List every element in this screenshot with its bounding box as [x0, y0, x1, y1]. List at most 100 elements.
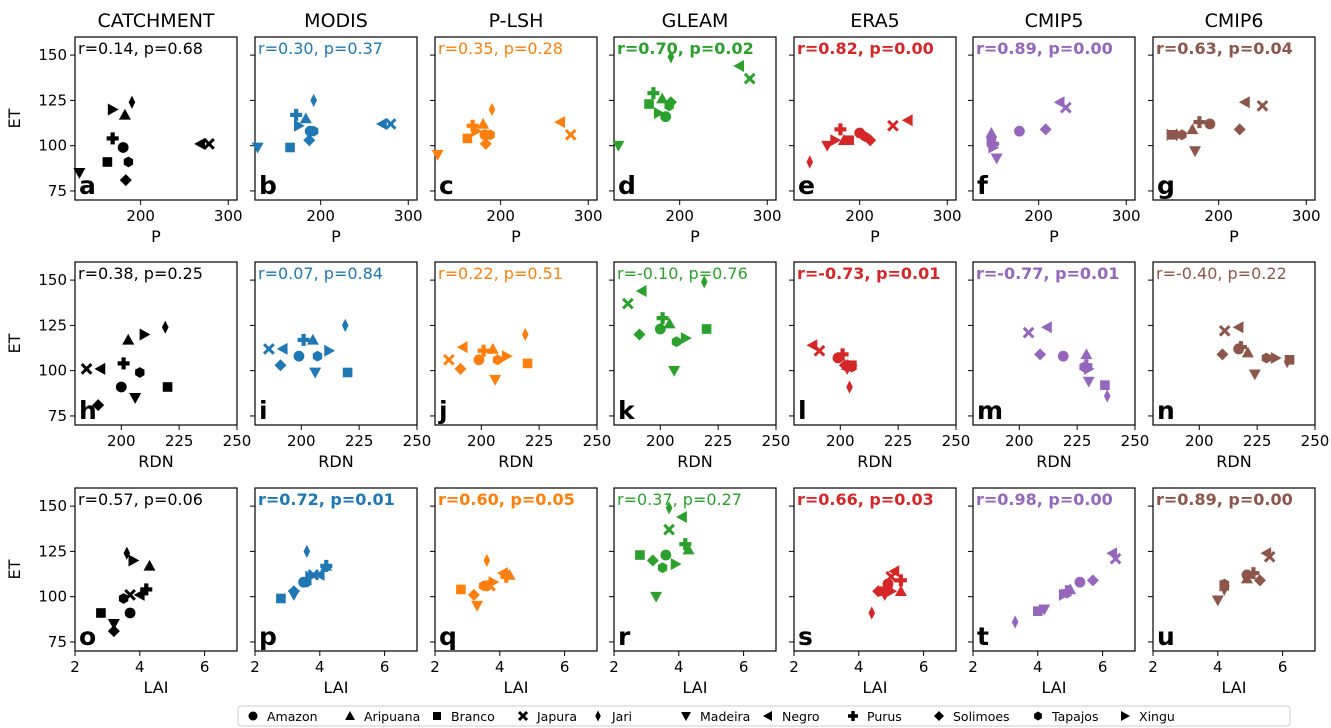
panel-k: 200 225 250 RDN r=-0.10, p=0.76 k	[609, 261, 791, 471]
panel-frame	[972, 36, 1136, 201]
panel-b: 200 300 Pr=0.30, p=0.37 b	[250, 36, 423, 246]
x-tick-label: 200	[467, 432, 496, 450]
point-solimoes	[1216, 348, 1229, 361]
point-purus	[140, 583, 153, 596]
point-negro	[276, 342, 288, 355]
panel-c: 200 300 Pr=0.35, p=0.28 c	[430, 36, 603, 246]
point-branco	[342, 367, 353, 378]
point-purus	[106, 132, 119, 145]
x-tick-label: 4	[495, 658, 505, 676]
diamond-icon	[934, 711, 944, 721]
point-negro	[1053, 96, 1065, 109]
panel-letter: p	[259, 622, 277, 651]
y-tick-label: 150	[38, 271, 67, 289]
point-xingu	[886, 585, 898, 598]
y-tick-label: 150	[38, 46, 67, 64]
x-axis-label: RDN	[138, 452, 173, 471]
stat-label: r=0.22, p=0.51	[438, 264, 563, 283]
panel-letter: s	[798, 622, 813, 651]
panel-letter: h	[79, 396, 97, 425]
x-tick-label: 250	[403, 432, 432, 450]
x-tick-label: 2	[968, 658, 978, 676]
x-tick-label: 250	[1301, 432, 1330, 450]
triangle-up-icon	[345, 711, 355, 720]
point-japura	[443, 353, 455, 366]
x-axis-label: RDN	[498, 452, 533, 471]
point-jari	[310, 93, 317, 107]
panel-letter: f	[977, 171, 989, 200]
x-tick-label: 250	[942, 432, 971, 450]
panel-frame	[254, 261, 418, 426]
thin-diamond-icon	[595, 710, 601, 722]
stat-label: r=0.66, p=0.03	[797, 490, 934, 509]
point-negro	[676, 510, 687, 523]
point-tapajos	[118, 593, 129, 604]
panel-frame	[613, 487, 777, 652]
x-tick-label: 4	[1033, 658, 1043, 676]
y-tick-label: 100	[38, 588, 67, 606]
point-solimoes	[1034, 348, 1047, 361]
column-title-catchment: CATCHMENT	[97, 10, 214, 32]
x-axis-label: P	[511, 227, 521, 246]
point-jari	[341, 318, 349, 332]
point-madeira	[471, 600, 484, 612]
point-tapajos	[135, 367, 145, 378]
x-tick-label: 6	[1098, 658, 1108, 676]
legend-item-tapajos: Tapajos	[1034, 709, 1098, 724]
point-amazon	[117, 142, 129, 153]
point-solimoes	[1253, 574, 1266, 587]
point-solimoes	[1039, 123, 1052, 136]
panel-e: 200 300 Pr=0.82, p=0.00 e	[789, 36, 962, 246]
point-japura	[887, 119, 899, 132]
point-xingu	[471, 125, 483, 138]
point-negro	[554, 116, 566, 129]
panel-f: 200 300 Pr=0.89, p=0.00 f	[968, 36, 1141, 246]
x-tick-label: 250	[762, 432, 791, 450]
point-jari	[665, 501, 673, 515]
point-purus	[297, 333, 310, 346]
legend-item-purus: Purus	[848, 709, 902, 724]
y-tick-label: 75	[48, 407, 67, 425]
point-japura	[663, 523, 675, 536]
point-negro	[194, 137, 206, 150]
triangle-down-icon	[681, 712, 691, 721]
panel-frame	[254, 36, 418, 201]
y-tick-label: 75	[48, 182, 67, 200]
x-tick-label: 225	[345, 432, 374, 450]
stat-label: r=0.98, p=0.00	[976, 490, 1113, 509]
point-xingu	[1058, 588, 1070, 601]
point-madeira	[1038, 604, 1051, 616]
x-tick-label: 2	[1148, 658, 1158, 676]
point-jari	[1103, 389, 1111, 403]
point-xingu	[488, 576, 500, 589]
point-madeira	[431, 149, 444, 161]
x-axis-label: LAI	[1042, 678, 1067, 697]
x-tick-label: 4	[854, 658, 864, 676]
y-tick-label: 125	[38, 316, 67, 334]
x-tick-label: 200	[646, 432, 675, 450]
point-branco	[522, 358, 533, 369]
point-solimoes	[646, 554, 659, 567]
point-branco	[701, 324, 712, 334]
point-amazon	[124, 607, 136, 619]
point-xingu	[830, 134, 842, 147]
point-aripuana	[1241, 346, 1254, 358]
legend-item-japura: Japura	[517, 709, 577, 724]
y-tick-label: 75	[48, 633, 67, 651]
point-amazon	[660, 549, 672, 561]
point-aripuana	[656, 92, 669, 104]
stat-label: r=0.89, p=0.00	[1156, 490, 1293, 509]
panel-a: 200 300 75 100 125 150 Pr=0.14, p=0.68 a	[38, 36, 243, 246]
point-tapajos	[123, 156, 134, 168]
stat-label: r=0.14, p=0.68	[78, 39, 203, 58]
legend-label: Negro	[782, 709, 820, 724]
point-branco	[285, 142, 295, 153]
point-negro	[375, 117, 387, 130]
point-jari	[868, 606, 876, 620]
legend-item-jari: Jari	[595, 709, 632, 724]
point-solimoes	[1233, 123, 1246, 136]
stat-label: r=0.57, p=0.06	[78, 490, 203, 509]
square-icon	[433, 712, 441, 720]
circle-icon	[248, 711, 258, 721]
y-axis-label: ET	[5, 559, 24, 579]
